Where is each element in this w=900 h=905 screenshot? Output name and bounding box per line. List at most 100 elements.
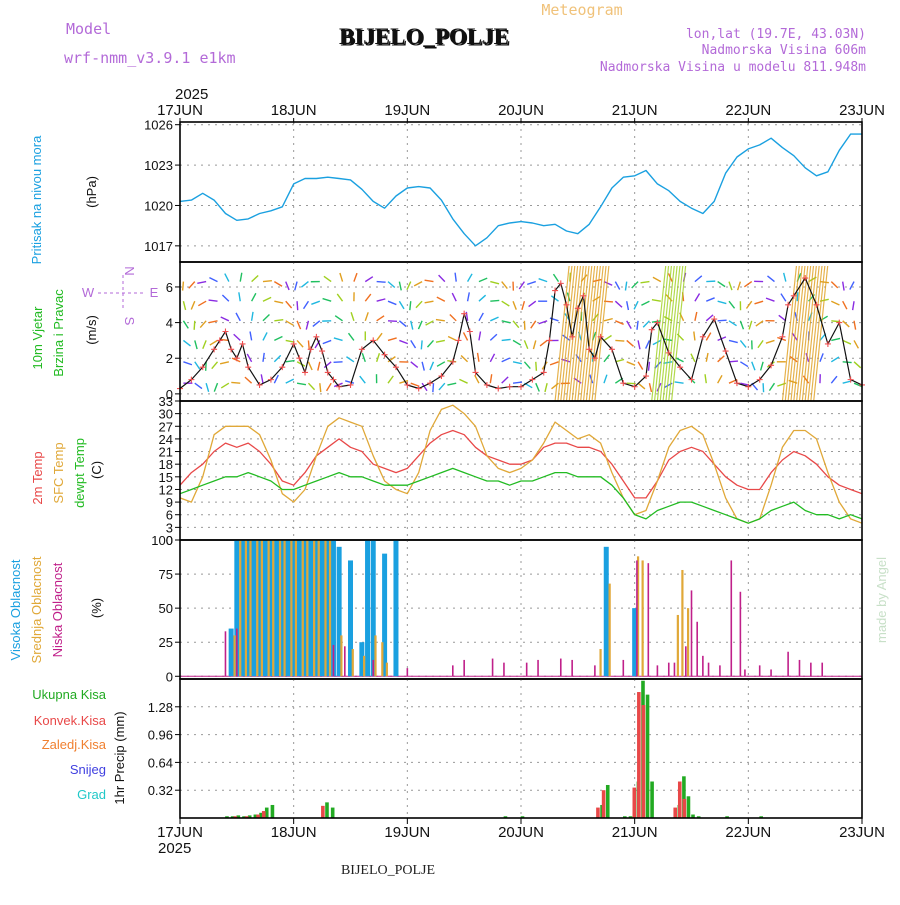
precip-ytick-label: 1.28 — [148, 700, 173, 715]
low-cloud-bar — [719, 665, 721, 676]
conv-precip-bar — [321, 806, 325, 818]
low-cloud-bar — [730, 560, 732, 676]
wind-barb — [263, 281, 272, 282]
low-cloud-bar — [463, 660, 465, 676]
low-cloud-bar — [696, 622, 698, 677]
pressure-ytick-label: 1017 — [144, 239, 173, 254]
high-cloud-bar — [274, 540, 279, 676]
wind-ytick-label: 2 — [166, 351, 173, 366]
total-precip-bar — [646, 695, 650, 818]
altitude-label: Nadmorska Visina 606m — [702, 43, 867, 58]
model-name: wrf-nmm_v3.9.1 e1km — [64, 49, 236, 67]
temp-unit: (C) — [89, 461, 104, 479]
sfc-label: SFC Temp — [51, 442, 66, 503]
total-precip-bar — [325, 802, 329, 818]
top-date-label: 22JUN — [725, 102, 771, 119]
pressure-label: Pritisak na nivou mora — [29, 135, 44, 264]
wind-barb — [297, 301, 298, 310]
top-date-label: 21JUN — [612, 102, 658, 119]
bottom-date-label: 17JUN — [157, 824, 203, 841]
conv-precip-bar — [596, 808, 600, 818]
mid-cloud-bar — [352, 649, 354, 676]
wind-ytick-label: 6 — [166, 280, 173, 295]
model-label: Model — [66, 20, 111, 38]
wind-barb — [183, 282, 184, 291]
low-cloud-bar — [452, 665, 454, 676]
mid-cloud-bar — [261, 540, 263, 676]
total-precip-bar — [650, 782, 654, 818]
low-cloud-bar — [708, 663, 710, 677]
low-cloud-bar — [657, 665, 659, 676]
mid-cloud-bar — [306, 540, 308, 676]
low-cloud-bar — [526, 663, 528, 677]
mid-cloud-bar — [290, 540, 292, 676]
wind-ytick-label: 4 — [166, 316, 173, 331]
total-precip-bar — [687, 796, 691, 818]
low-cloud-bar — [787, 652, 789, 677]
mid-cloud-bar — [249, 540, 251, 676]
mid-cloud-bar — [302, 540, 304, 676]
precip-unit: 1hr Precip (mm) — [112, 711, 127, 804]
temp2m-label: 2m Temp — [30, 451, 45, 504]
low-cloud-bar — [407, 668, 409, 676]
total-precip-bar — [271, 805, 275, 818]
mid-cloud-bar — [687, 608, 689, 676]
mid-cloud-bar — [279, 540, 281, 676]
high-cloud-bar — [263, 540, 268, 676]
mid-cloud-bar — [386, 663, 388, 677]
conv-precip-bar — [262, 811, 266, 818]
wind-barb — [797, 292, 798, 301]
wind-barb — [615, 340, 624, 341]
wind-label: 10m Vjetar — [30, 306, 45, 370]
wind-barb — [421, 340, 422, 349]
wind-label-2: Brzina i Pravac — [51, 289, 66, 377]
mid-cloud-bar — [295, 540, 297, 676]
mid-cloud-bar — [374, 635, 376, 676]
high-cloud-bar — [297, 540, 302, 676]
precip-ytick-label: 0.32 — [148, 783, 173, 798]
cloud-ytick-label: 100 — [151, 533, 173, 548]
conv-precip-bar — [637, 692, 641, 818]
conv-precip-bar — [678, 782, 682, 818]
pressure-ytick-label: 1023 — [144, 158, 173, 173]
wind-barb — [502, 339, 511, 340]
precip-ytick-label: 0.64 — [148, 755, 173, 770]
low-cloud-bar — [691, 590, 693, 676]
mid-cloud-bar — [313, 540, 315, 676]
conv-precip-bar — [642, 705, 646, 818]
high-cloud-bar — [393, 540, 398, 676]
rose-south: S — [122, 317, 137, 326]
mid-cloud-bar — [272, 540, 274, 676]
conv-precip-bar — [683, 799, 687, 818]
snow-label: Snijeg — [70, 762, 106, 777]
low-cloud-label: Niska Oblacnost — [50, 562, 65, 657]
bottom-date-label: 19JUN — [384, 824, 430, 841]
low-cloud-bar — [225, 631, 227, 676]
rose-west: W — [82, 285, 95, 300]
mid-cloud-bar — [329, 540, 331, 676]
wind-barb — [377, 282, 386, 283]
pressure-ytick-label: 1026 — [144, 118, 173, 133]
mid-cloud-bar — [239, 540, 241, 676]
wind-unit: (m/s) — [84, 315, 99, 345]
conv-precip-bar — [602, 790, 606, 818]
low-cloud-bar — [810, 663, 812, 677]
bottom-date-label: 20JUN — [498, 824, 544, 841]
wind-barb — [433, 383, 434, 392]
high-cloud-label: Visoka Oblacnost — [8, 559, 23, 660]
conv-precip-bar — [673, 808, 677, 818]
mid-cloud-bar — [256, 540, 258, 676]
total-precip-bar — [331, 808, 335, 818]
pressure-unit: (hPa) — [84, 176, 99, 208]
mid-cloud-bar — [681, 570, 683, 676]
mid-cloud-bar — [340, 635, 342, 676]
graupel-label: Grad — [77, 787, 106, 802]
mid-cloud-bar — [324, 540, 326, 676]
low-cloud-bar — [636, 560, 638, 676]
mid-cloud-bar — [677, 615, 679, 676]
precip-ytick-label: 0.96 — [148, 728, 173, 743]
mid-cloud-label: Srednja Oblacnost — [29, 556, 44, 663]
wind-barb — [729, 361, 738, 362]
rose-north: N — [122, 266, 137, 275]
